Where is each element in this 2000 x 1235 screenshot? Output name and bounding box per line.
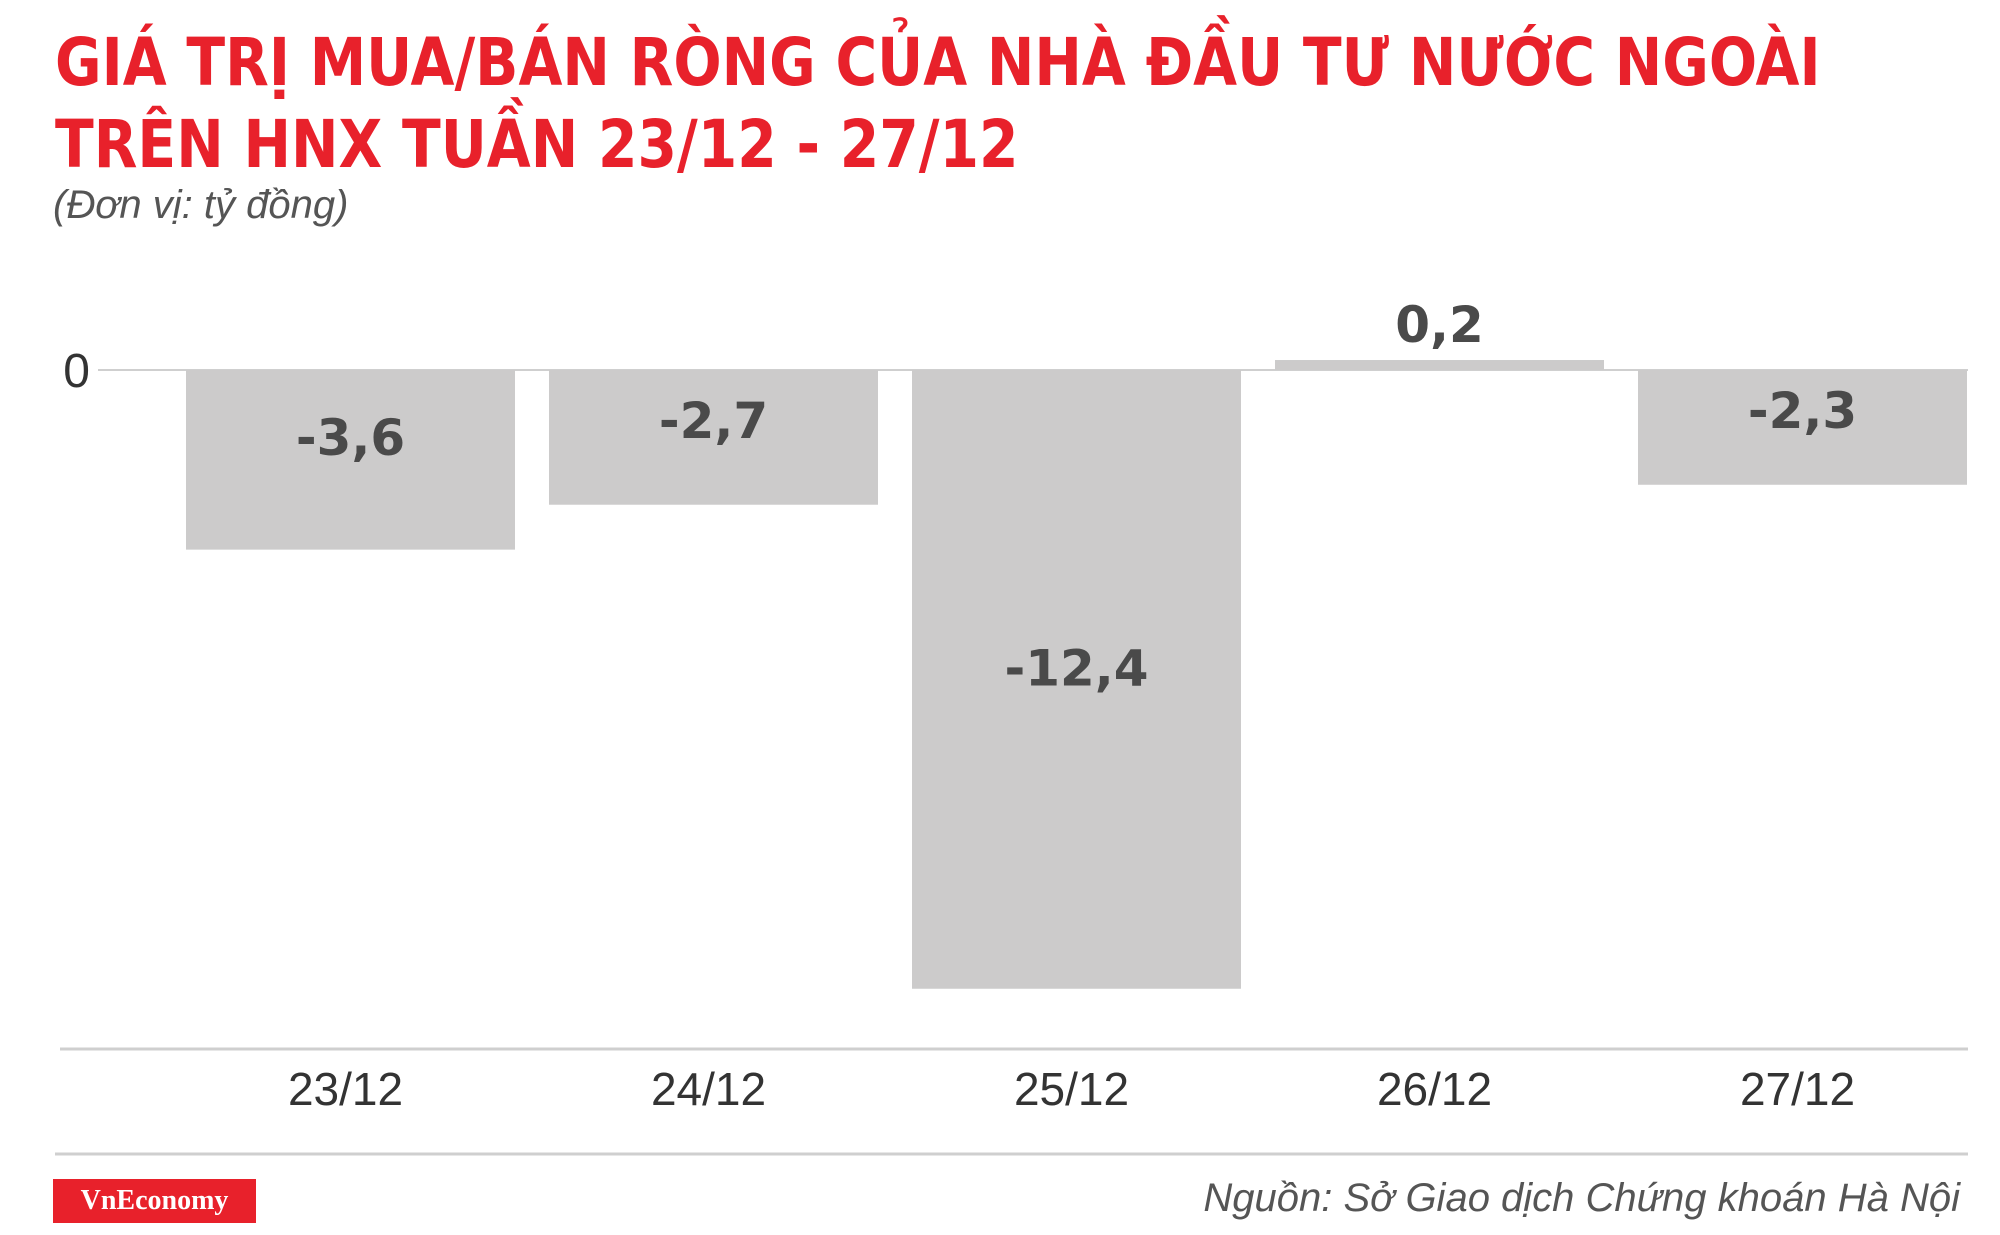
x-tick-label: 24/12 — [651, 1063, 766, 1115]
bar-26-12 — [1275, 360, 1604, 370]
x-tick-label: 26/12 — [1377, 1063, 1492, 1115]
value-label: -3,6 — [296, 409, 405, 467]
x-tick-label: 25/12 — [1014, 1063, 1129, 1115]
bar-25-12 — [912, 370, 1241, 989]
title-line-1: GIÁ TRỊ MUA/BÁN RÒNG CỦA NHÀ ĐẦU TƯ NƯỚC… — [55, 24, 1821, 101]
source-note: Nguồn: Sở Giao dịch Chứng khoán Hà Nội — [1203, 1176, 1960, 1220]
value-label: 0,2 — [1395, 296, 1484, 354]
bar-23-12 — [186, 370, 515, 550]
title-line-2: TRÊN HNX TUẦN 23/12 - 27/12 — [55, 106, 1019, 183]
bar-24-12 — [549, 370, 878, 505]
value-label: -2,7 — [659, 392, 768, 450]
bar-27-12 — [1638, 370, 1967, 485]
y-tick-label: 0 — [63, 345, 90, 398]
chart-title: GIÁ TRỊ MUA/BÁN RÒNG CỦA NHÀ ĐẦU TƯ NƯỚC… — [55, 22, 1821, 186]
x-tick-label: 27/12 — [1740, 1063, 1855, 1115]
value-label: -12,4 — [1004, 639, 1148, 697]
vneconomy-logo: VnEconomy — [53, 1179, 256, 1223]
x-tick-label: 23/12 — [288, 1063, 403, 1115]
value-label: -2,3 — [1748, 382, 1857, 440]
unit-label: (Đơn vị: tỷ đồng) — [53, 183, 349, 227]
